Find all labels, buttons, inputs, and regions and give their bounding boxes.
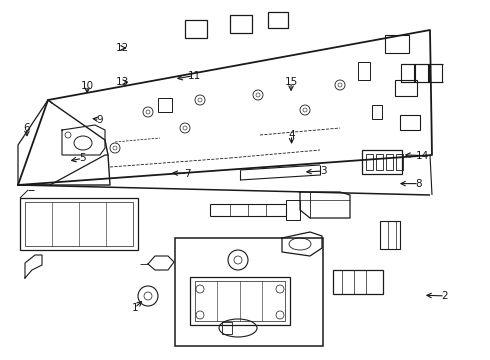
Text: 14: 14 (416, 150, 429, 161)
Text: 4: 4 (288, 130, 295, 140)
Bar (286, 200, 300, 220)
Text: 8: 8 (416, 179, 422, 189)
Bar (333, 270, 383, 294)
Bar (20, 198, 138, 250)
Bar (158, 98, 172, 112)
Text: 7: 7 (184, 168, 191, 179)
Text: 1: 1 (131, 303, 138, 313)
Text: 10: 10 (81, 81, 94, 91)
Bar (195, 281, 285, 321)
Bar (386, 154, 393, 170)
Bar (395, 80, 417, 96)
Text: 3: 3 (320, 166, 327, 176)
Bar (175, 238, 323, 346)
Text: 2: 2 (441, 291, 448, 301)
Bar (401, 64, 414, 82)
Text: 12: 12 (115, 43, 129, 53)
Text: 15: 15 (284, 77, 298, 87)
Bar (376, 154, 383, 170)
Bar (415, 64, 428, 82)
Bar (222, 322, 232, 334)
Bar (358, 62, 370, 80)
Bar (385, 35, 409, 53)
Text: 13: 13 (115, 77, 129, 87)
Text: 5: 5 (79, 153, 86, 163)
Bar (366, 154, 373, 170)
Bar (396, 154, 403, 170)
Bar (362, 150, 402, 174)
Text: 9: 9 (96, 114, 103, 125)
Bar (185, 20, 207, 38)
Bar (25, 202, 133, 246)
Bar (190, 277, 290, 325)
Bar (230, 15, 252, 33)
Bar (372, 105, 382, 119)
Text: 11: 11 (187, 71, 201, 81)
Text: 6: 6 (24, 123, 30, 133)
Bar (429, 64, 442, 82)
Bar (268, 12, 288, 28)
Bar (380, 221, 400, 249)
Bar (400, 115, 420, 130)
